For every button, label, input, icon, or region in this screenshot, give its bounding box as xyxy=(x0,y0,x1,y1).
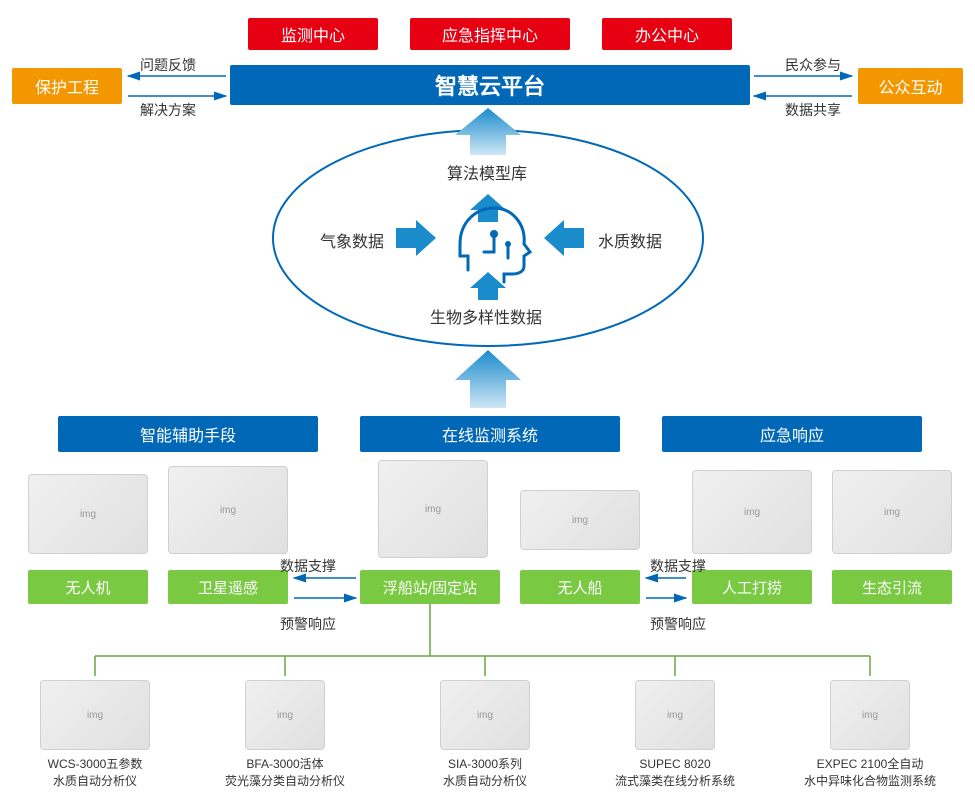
prod-img-4: img xyxy=(830,680,910,750)
section-smart-assist: 智能辅助手段 xyxy=(58,416,318,452)
img-boat: img xyxy=(520,490,640,550)
l2: 水中异味化合物监测系统 xyxy=(804,774,936,788)
l1: SIA-3000系列 xyxy=(448,757,522,771)
label-feedback: 问题反馈 xyxy=(140,55,196,75)
label: 应急指挥中心 xyxy=(442,22,538,46)
label-solution: 解决方案 xyxy=(140,100,196,120)
l1: WCS-3000五参数 xyxy=(48,757,143,771)
label: 智慧云平台 xyxy=(435,69,545,101)
label: 人工打捞 xyxy=(722,577,782,598)
oval-top-label: 算法模型库 xyxy=(447,160,527,184)
flow-warn-left: 预警响应 xyxy=(280,614,336,634)
l2: 水质自动分析仪 xyxy=(53,774,137,788)
label: 智能辅助手段 xyxy=(140,422,236,446)
green-diversion: 生态引流 xyxy=(832,570,952,604)
l2: 流式藻类在线分析系统 xyxy=(615,774,735,788)
oval-left-label: 气象数据 xyxy=(320,228,384,252)
img-diversion: img xyxy=(832,470,952,554)
flow-data-support-left: 数据支撑 xyxy=(280,556,336,576)
label: 在线监测系统 xyxy=(442,422,538,446)
label: 无人船 xyxy=(557,577,602,598)
green-manual: 人工打捞 xyxy=(692,570,812,604)
top-box-emergency-center: 应急指挥中心 xyxy=(410,18,570,50)
label: 公众互动 xyxy=(878,74,942,98)
label: 无人机 xyxy=(65,577,110,598)
label-public-participation: 民众参与 xyxy=(785,55,841,75)
img-manual: img xyxy=(692,470,812,554)
prod-lbl-1: BFA-3000活体荧光藻分类自动分析仪 xyxy=(205,756,365,790)
img-satellite: img xyxy=(168,466,288,554)
flow-data-support-right: 数据支撑 xyxy=(650,556,706,576)
l1: BFA-3000活体 xyxy=(246,757,323,771)
l1: SUPEC 8020 xyxy=(639,757,710,771)
label: 保护工程 xyxy=(35,74,99,98)
green-boat: 无人船 xyxy=(520,570,640,604)
label: 监测中心 xyxy=(281,22,345,46)
prod-img-2: img xyxy=(440,680,530,750)
oval-right-label: 水质数据 xyxy=(598,228,662,252)
green-station: 浮船站/固定站 xyxy=(360,570,500,604)
l1: EXPEC 2100全自动 xyxy=(817,757,924,771)
img-drone: img xyxy=(28,474,148,554)
img-station: img xyxy=(378,460,488,558)
oval-bottom-label: 生物多样性数据 xyxy=(430,304,542,328)
label: 应急响应 xyxy=(760,422,824,446)
public-interaction: 公众互动 xyxy=(858,68,963,104)
label: 生态引流 xyxy=(862,577,922,598)
l2: 荧光藻分类自动分析仪 xyxy=(225,774,345,788)
prod-lbl-0: WCS-3000五参数水质自动分析仪 xyxy=(15,756,175,790)
label: 卫星遥感 xyxy=(198,577,258,598)
prod-img-0: img xyxy=(40,680,150,750)
green-drone: 无人机 xyxy=(28,570,148,604)
prod-lbl-2: SIA-3000系列水质自动分析仪 xyxy=(405,756,565,790)
smart-cloud-platform: 智慧云平台 xyxy=(230,65,750,105)
prod-lbl-4: EXPEC 2100全自动水中异味化合物监测系统 xyxy=(785,756,955,790)
prod-img-3: img xyxy=(635,680,715,750)
label-data-share: 数据共享 xyxy=(785,100,841,120)
top-box-office-center: 办公中心 xyxy=(602,18,732,50)
l2: 水质自动分析仪 xyxy=(443,774,527,788)
prod-img-1: img xyxy=(245,680,325,750)
prod-lbl-3: SUPEC 8020 流式藻类在线分析系统 xyxy=(595,756,755,790)
top-box-monitor-center: 监测中心 xyxy=(248,18,378,50)
flow-warn-right: 预警响应 xyxy=(650,614,706,634)
section-online-monitor: 在线监测系统 xyxy=(360,416,620,452)
label: 浮船站/固定站 xyxy=(383,577,477,598)
protection-engineering: 保护工程 xyxy=(12,68,122,104)
green-satellite: 卫星遥感 xyxy=(168,570,288,604)
section-emergency-response: 应急响应 xyxy=(662,416,922,452)
label: 办公中心 xyxy=(635,22,699,46)
